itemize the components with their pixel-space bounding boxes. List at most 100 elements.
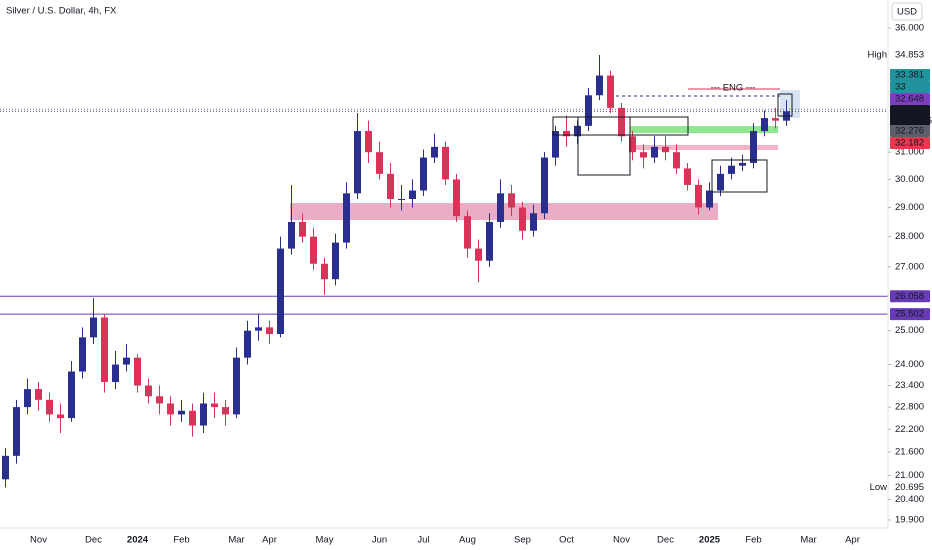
currency-box[interactable]: [891, 2, 923, 21]
y-tick-label: 25.000: [895, 325, 924, 336]
annotation: --- ENG ---: [711, 83, 756, 94]
candle-body: [57, 414, 64, 419]
candle-body: [387, 173, 394, 199]
candle-body: [596, 75, 603, 96]
candle-body: [431, 146, 438, 158]
candle-body: [90, 317, 97, 338]
y-tick-label: 27.000: [895, 261, 924, 272]
candle-body: [79, 337, 86, 372]
candle-body: [728, 165, 735, 174]
zone: [630, 126, 778, 133]
candle-body: [24, 389, 31, 408]
candle-body: [255, 327, 262, 331]
candle-body: [343, 193, 350, 243]
candle-body: [145, 385, 152, 397]
candle-body: [651, 146, 658, 158]
candle-body: [134, 357, 141, 386]
candle-body: [629, 136, 636, 153]
candle-body: [530, 213, 537, 231]
currency[interactable]: USD: [897, 7, 917, 18]
x-tick-label: Feb: [173, 535, 189, 546]
x-tick-label: Jul: [417, 535, 429, 546]
candle-body: [167, 403, 174, 415]
candle-body: [321, 263, 328, 280]
price-label: 32.276: [895, 126, 924, 137]
candle-body: [497, 193, 504, 222]
y-tick-label: 36.000: [895, 23, 924, 34]
candle-body: [706, 190, 713, 208]
y-tick-label: 21.000: [895, 470, 924, 481]
y-tick-label: 24.000: [895, 359, 924, 370]
price-badge: [890, 290, 930, 303]
candle-body: [46, 399, 53, 415]
box: [777, 93, 793, 117]
candle-body: [442, 146, 449, 180]
price-badge: [890, 125, 930, 137]
candle-body: [35, 389, 42, 400]
candle-body: [541, 157, 548, 214]
candle-body: [288, 221, 295, 249]
x-tick-label: Mar: [228, 535, 244, 546]
y-tick-label: 19.900: [895, 515, 924, 526]
price-label: 26.058: [895, 291, 924, 302]
y-tick-label: 22.800: [895, 402, 924, 413]
candle-body: [508, 193, 515, 208]
candle-body: [178, 410, 185, 415]
candle-body: [618, 107, 625, 137]
candle-body: [365, 131, 372, 153]
price-badge: [890, 81, 930, 93]
candle-body: [750, 131, 757, 163]
candle-body: [200, 403, 207, 426]
box: [577, 116, 631, 176]
candle-body: [475, 248, 482, 261]
candle-body: [222, 407, 229, 415]
candle-body: [695, 184, 702, 208]
y-tick-label: 20.400: [895, 494, 924, 505]
x-tick-label: Sep: [514, 535, 531, 546]
high-value: 34.853: [895, 49, 924, 60]
high-label: High: [867, 49, 887, 60]
countdown: 01:30:25: [895, 116, 932, 127]
candle-body: [376, 152, 383, 174]
price-badge: [890, 308, 930, 321]
candle-body: [409, 190, 416, 199]
candle-body: [123, 357, 130, 365]
candle-body: [233, 357, 240, 415]
price-label: 33: [895, 82, 906, 93]
candle-body: [662, 146, 669, 153]
price-label: 32.567: [895, 106, 924, 117]
x-tick-label: 2025: [699, 535, 721, 546]
x-tick-label: Jun: [372, 535, 387, 546]
y-tick-label: 30.000: [895, 174, 924, 185]
zone: [630, 145, 778, 150]
x-tick-label: Apr: [845, 535, 860, 546]
price-badge: [890, 93, 930, 105]
candle-body: [519, 207, 526, 231]
x-tick-label: Oct: [559, 535, 574, 546]
price-label: 25.502: [895, 309, 924, 320]
low-label: Low: [870, 482, 888, 493]
price-badge: [890, 105, 930, 127]
x-tick-label: 2024: [127, 535, 149, 546]
candle-body: [607, 75, 614, 108]
candle-body: [717, 173, 724, 191]
plot: [0, 54, 888, 488]
candle-body: [640, 152, 647, 158]
low-value: 20.695: [895, 482, 924, 493]
candle-body: [772, 118, 779, 121]
candle-body: [332, 242, 339, 280]
candle-body: [266, 327, 273, 335]
y-tick-label: 28.000: [895, 231, 924, 242]
candle-body: [189, 410, 196, 426]
candle-body: [211, 403, 218, 408]
candle-body: [420, 157, 427, 191]
x-tick-label: Dec: [85, 535, 102, 546]
y-tick-label: 22.200: [895, 424, 924, 435]
x-tick-label: May: [316, 535, 334, 546]
price-label: 32.182: [895, 138, 924, 149]
candle-body: [739, 162, 746, 166]
candle-body: [310, 236, 317, 264]
price-label: 32.648: [895, 94, 924, 105]
